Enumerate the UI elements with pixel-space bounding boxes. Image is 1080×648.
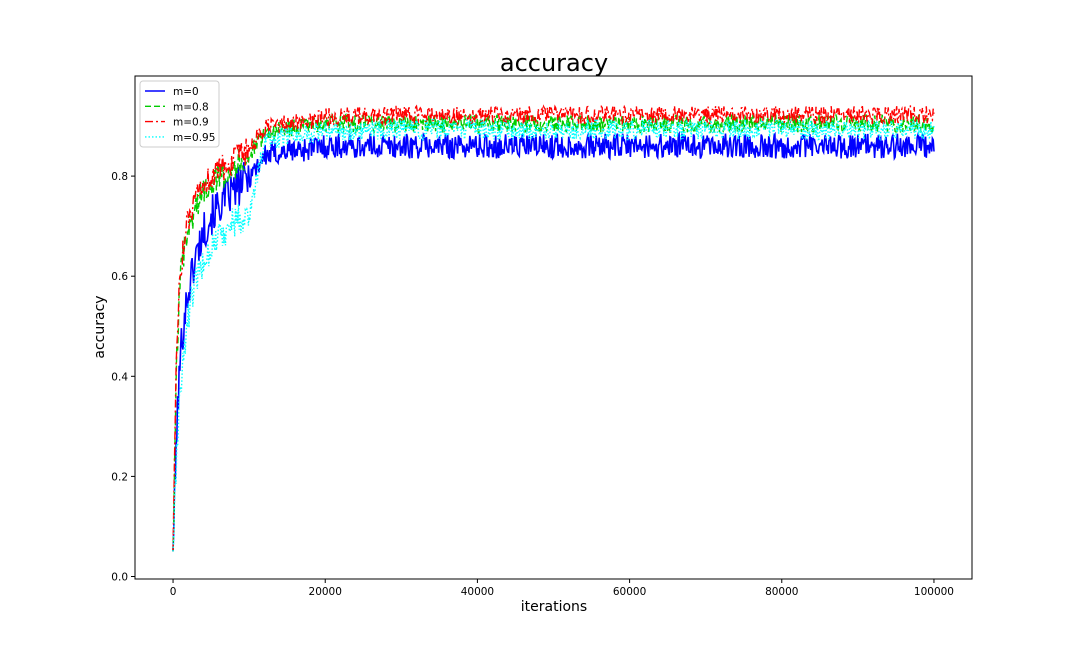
plot-frame — [134, 75, 973, 580]
x-tick-label: 40000 — [461, 586, 494, 598]
y-tick-label: 0.0 — [111, 571, 128, 583]
x-tick-label: 100000 — [914, 586, 954, 598]
x-axis-ticks: 0 20000 40000 60000 80000 100000 — [170, 579, 954, 598]
x-axis-label: iterations — [521, 599, 587, 615]
y-tick-label: 0.8 — [111, 171, 128, 183]
y-tick-label: 0.4 — [111, 371, 128, 383]
x-tick-label: 20000 — [309, 586, 342, 598]
plot-series — [172, 104, 935, 552]
series-line — [172, 112, 935, 552]
x-tick-label: 80000 — [765, 586, 798, 598]
legend-box — [139, 80, 220, 148]
y-tick-label: 0.2 — [111, 471, 128, 483]
series-line — [172, 104, 935, 552]
legend-label: m=0.9 — [173, 117, 209, 129]
y-axis-ticks: 0.0 0.2 0.4 0.6 0.8 — [111, 171, 135, 583]
legend: m=0 m=0.8 m=0.9 m=0.95 — [139, 80, 220, 148]
legend-label: m=0.95 — [173, 132, 215, 144]
x-tick-label: 60000 — [613, 586, 646, 598]
legend-label: m=0.8 — [173, 101, 209, 113]
x-tick-label: 0 — [170, 586, 177, 598]
legend-label: m=0 — [173, 86, 199, 98]
chart-title: accuracy — [500, 49, 608, 77]
y-axis-label: accuracy — [92, 295, 108, 358]
y-tick-label: 0.6 — [111, 271, 128, 283]
series-line — [172, 130, 935, 552]
